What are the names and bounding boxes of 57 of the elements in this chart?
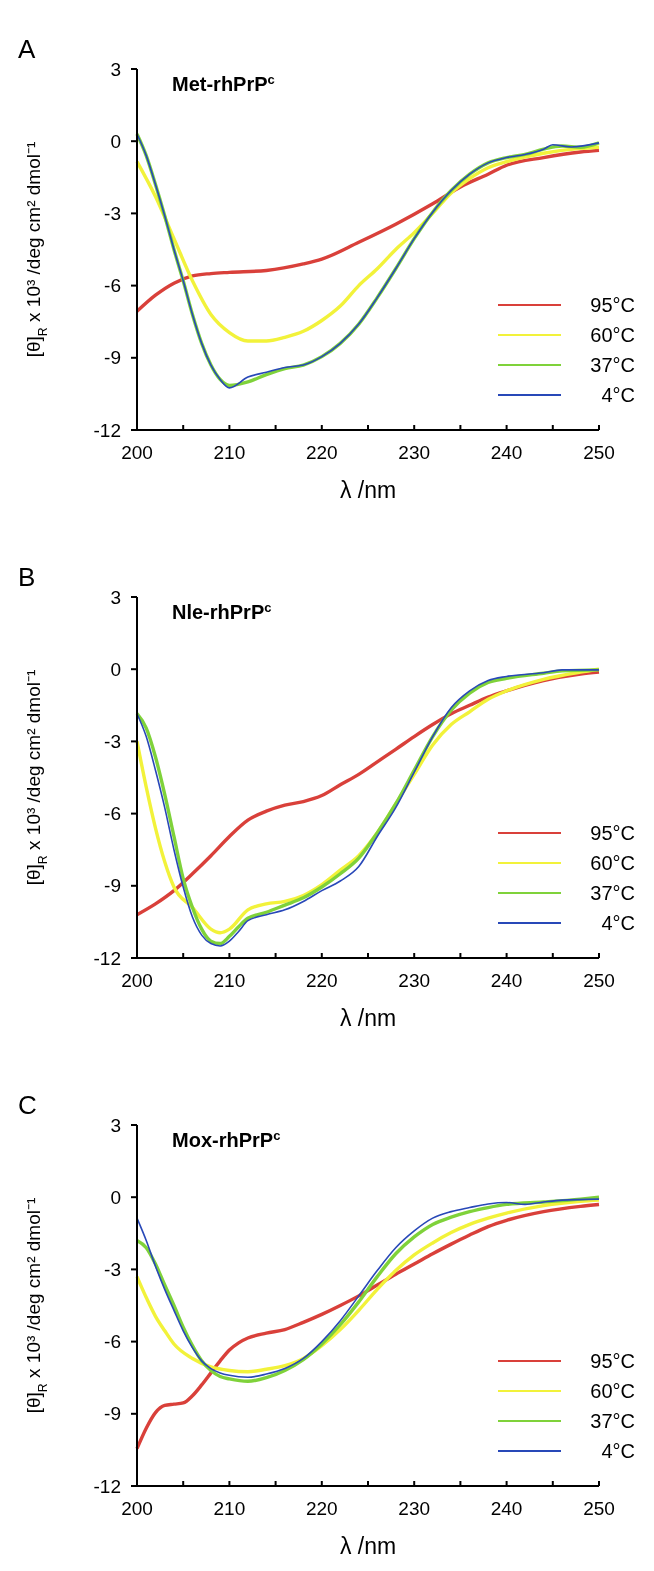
y-tick-label: -9 [104,875,121,897]
x-tick-label: 200 [121,442,153,463]
x-tick-label: 250 [583,442,615,463]
y-tick-label: 0 [110,658,121,680]
y-tick-label: -3 [104,1259,121,1281]
text: A [18,34,36,64]
x-tick-label: 230 [398,1498,431,1519]
x-tick-label: 230 [398,442,431,463]
legend-label: 4°C [601,912,635,934]
legend-label: 37°C [590,1410,635,1432]
legend-label: 60°C [590,324,635,346]
text: B [18,562,36,592]
x-tick-label: 210 [213,970,246,991]
x-tick-label: 200 [121,970,153,991]
y-tick-label: 3 [110,58,121,80]
text: C [18,1090,37,1120]
x-tick-label: 220 [305,442,338,463]
y-tick-label: -6 [104,1331,121,1353]
y-tick-label: -9 [104,347,121,369]
y-tick-label: -9 [104,1403,121,1425]
legend-label: 60°C [590,1380,635,1402]
x-tick-label: 230 [398,970,431,991]
chart-title: Nle-rhPrP$^{c}$ [172,599,272,623]
x-tick-label: 250 [583,970,615,991]
x-tick-label: 210 [213,1498,246,1519]
legend-label: 95°C [590,822,635,844]
legend-label: 95°C [590,1350,635,1372]
chart-title: Met-rhPrP$^{c}$ [172,71,275,95]
y-tick-label: -12 [93,1475,121,1497]
y-tick-label: 0 [110,130,121,152]
legend-label: 37°C [590,882,635,904]
legend-label: 4°C [601,384,635,406]
y-tick-label: 0 [110,1186,121,1208]
x-tick-label: 220 [305,970,338,991]
x-tick-label: 210 [213,442,246,463]
y-tick-label: -6 [104,803,121,825]
x-tick-label: 240 [490,970,523,991]
y-tick-label: -3 [104,203,121,225]
legend-label: 4°C [601,1440,635,1462]
y-tick-label: -6 [104,275,121,297]
y-tick-label: 3 [110,586,121,608]
x-tick-label: 200 [121,1498,153,1519]
x-tick-label: 220 [305,1498,338,1519]
chart-title: Mox-rhPrP$^{c}$ [172,1127,281,1151]
legend-label: 60°C [590,852,635,874]
x-tick-label: 240 [490,1498,523,1519]
x-tick-label: 240 [490,442,523,463]
legend-label: 95°C [590,294,635,316]
x-axis-title: λ /nm [339,477,397,503]
x-tick-label: 250 [583,1498,615,1519]
y-tick-label: -12 [93,419,121,441]
y-tick-label: -3 [104,731,121,753]
y-tick-label: -12 [93,947,121,969]
x-axis-title: λ /nm [339,1533,397,1559]
x-axis-title: λ /nm [339,1005,397,1031]
y-tick-label: 3 [110,1114,121,1136]
legend-label: 37°C [590,354,635,376]
